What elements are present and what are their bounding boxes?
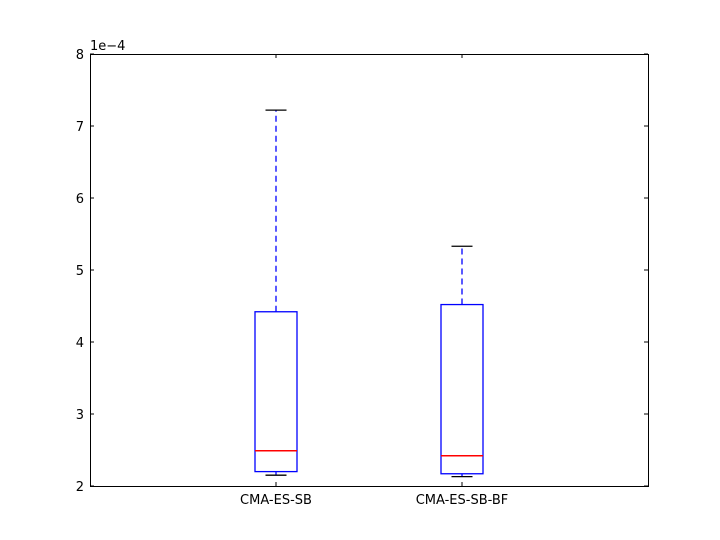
box-1 [254, 109, 298, 476]
y-tick-label: 4 [76, 336, 84, 351]
box-layer [254, 109, 484, 478]
y-tick-label: 5 [76, 264, 84, 279]
y-scale-label: 1e−4 [90, 39, 125, 54]
x-tick-label: CMA-ES-SB [240, 493, 312, 508]
y-tick-labels: 2 3 4 5 6 7 8 [76, 48, 84, 495]
y-tick-label: 8 [76, 48, 84, 63]
y-tick-label: 2 [76, 480, 84, 495]
y-tick-label: 6 [76, 192, 84, 207]
x-tick-labels: CMA-ES-SB CMA-ES-SB-BF [240, 493, 508, 508]
y-tick-label: 7 [76, 120, 84, 135]
x-tick-label: CMA-ES-SB-BF [416, 493, 509, 508]
y-tick-label: 3 [76, 408, 84, 423]
box-2 [440, 245, 484, 478]
tick-marks [90, 53, 648, 487]
iqr-box [254, 311, 298, 473]
iqr-box [440, 303, 484, 475]
plot-frame [90, 54, 649, 487]
